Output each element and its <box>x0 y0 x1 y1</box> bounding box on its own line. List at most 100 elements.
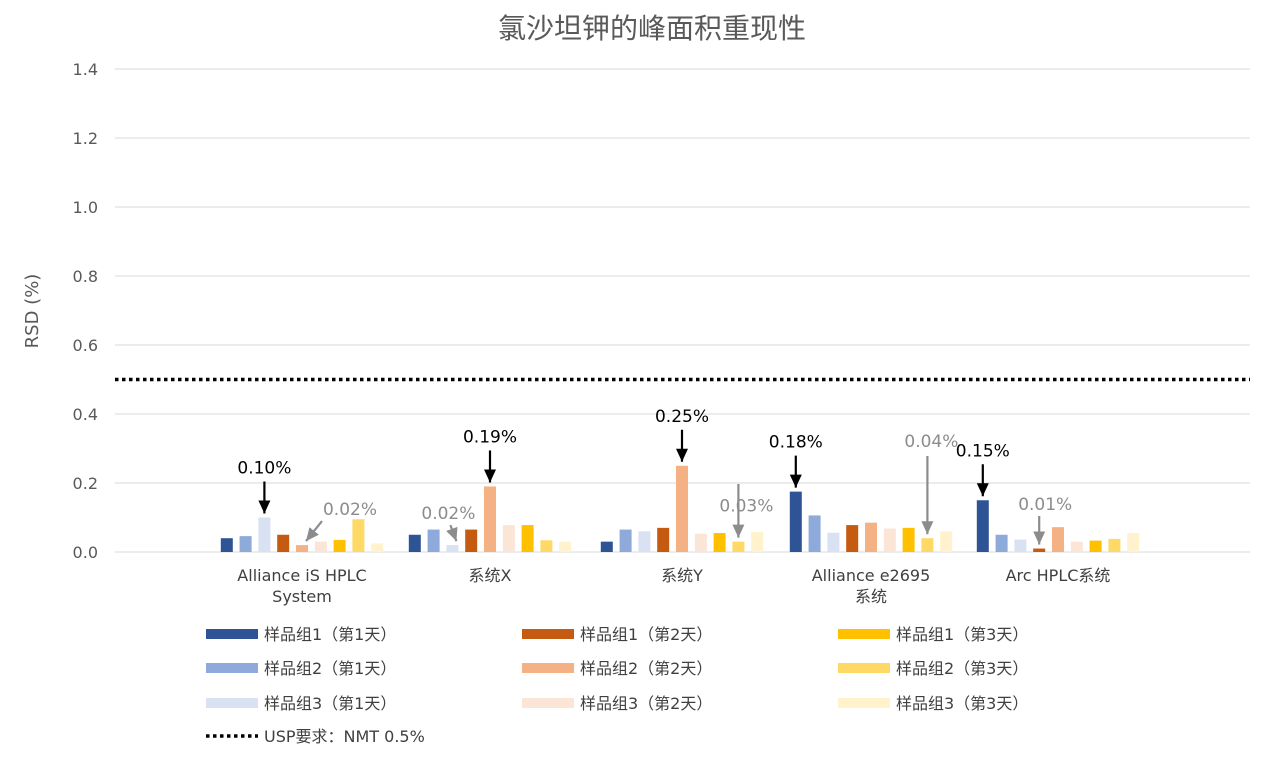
bar-8-2 <box>540 540 553 552</box>
annotation-arrow-head <box>484 469 496 483</box>
bar-2-4 <box>808 515 821 552</box>
legend-swatch <box>206 629 258 639</box>
y-tick-label: 1.0 <box>73 198 98 217</box>
y-tick-label: 0.0 <box>73 543 98 562</box>
bar-5-3 <box>676 465 688 552</box>
bar-2-3 <box>619 529 632 552</box>
y-tick-label: 0.2 <box>73 474 98 493</box>
legend-label: 样品组3（第2天） <box>580 694 712 713</box>
legend-label: 样品组1（第1天） <box>264 625 396 644</box>
annotation-arrow-head <box>921 521 934 535</box>
legend-swatch <box>522 698 574 708</box>
bar-5-1 <box>296 545 308 552</box>
bar-5-4 <box>865 522 877 552</box>
bar-9-4 <box>940 531 953 552</box>
legend-label: 样品组2（第3天） <box>896 659 1028 678</box>
annotation-label: 0.03% <box>719 497 773 517</box>
y-tick-labels: 0.0 0.2 0.4 0.6 0.8 1.0 1.2 1.4 <box>73 60 98 562</box>
x-tick-label: Alliance iS HPLC <box>237 566 366 585</box>
annotation-arrow-head <box>306 527 319 542</box>
bar-7-3 <box>713 533 726 552</box>
legend-swatch <box>206 663 258 673</box>
legend-swatch <box>206 698 258 708</box>
annotation-arrow-head <box>676 448 688 462</box>
y-tick-label: 0.8 <box>73 267 98 286</box>
bar-3-2 <box>446 545 459 552</box>
bar-2-2 <box>427 529 440 552</box>
bar-6-1 <box>314 541 327 552</box>
bar-6-4 <box>883 528 896 552</box>
annotation-label: 0.19% <box>463 427 517 447</box>
bar-6-2 <box>502 525 515 552</box>
annotation-label: 0.15% <box>956 441 1010 461</box>
x-tick-labels: Alliance iS HPLC System 系统X 系统Y Alliance e26… <box>237 566 1110 606</box>
bar-2-1 <box>239 536 252 552</box>
x-tick-label: 系统Y <box>661 566 703 585</box>
bar-4-2 <box>465 529 478 552</box>
annotation-arrow-head <box>258 500 271 514</box>
annotation-arrow-head <box>1033 531 1046 545</box>
bar-8-5 <box>1108 538 1121 552</box>
bar-8-1 <box>352 519 365 552</box>
bar-8-3 <box>732 541 745 552</box>
annotation-label: 0.10% <box>237 459 291 479</box>
y-tick-label: 1.4 <box>73 60 98 79</box>
bars <box>220 465 1140 552</box>
bar-7-1 <box>333 539 346 552</box>
bar-7-4 <box>902 527 915 552</box>
chart-title: 氯沙坦钾的峰面积重现性 <box>498 12 806 45</box>
legend-swatch <box>838 698 890 708</box>
bar-5-5 <box>1052 527 1064 552</box>
y-tick-label: 0.4 <box>73 405 98 424</box>
x-tick-label: System <box>272 587 332 606</box>
annotation-label: 0.02% <box>323 500 377 520</box>
legend-swatch <box>522 663 574 673</box>
annotation-arrow-head <box>446 526 458 542</box>
bar-3-3 <box>638 531 651 552</box>
legend-label: 样品组2（第1天） <box>264 659 396 678</box>
legend-label: 样品组3（第1天） <box>264 694 396 713</box>
bar-4-4 <box>846 525 859 552</box>
legend-swatch <box>838 663 890 673</box>
bar-9-3 <box>751 531 764 552</box>
legend-label: 样品组2（第2天） <box>580 659 712 678</box>
bar-7-2 <box>521 525 534 552</box>
annotation-label: 0.01% <box>1018 495 1072 515</box>
x-tick-label: 系统X <box>469 566 512 585</box>
annotation-label: 0.02% <box>421 504 475 524</box>
bar-1-4 <box>789 491 802 552</box>
bar-1-2 <box>408 534 421 552</box>
bar-3-5 <box>1014 539 1027 552</box>
x-tick-label: Alliance e2695 <box>812 566 931 585</box>
bar-1-1 <box>220 538 233 552</box>
annotations: 0.10% 0.02% 0.02% 0.19% 0.25% 0.03% 0.18% 0.04%… <box>237 407 1072 545</box>
bar-9-2 <box>559 541 572 552</box>
annotation-arrow-head <box>732 524 745 538</box>
y-tick-label: 0.6 <box>73 336 98 355</box>
annotation-label: 0.25% <box>655 407 709 427</box>
y-axis-label: RSD (%) <box>22 274 43 349</box>
bar-4-3 <box>657 527 670 552</box>
legend-label: 样品组1（第2天） <box>580 625 712 644</box>
annotation-arrow-head <box>976 483 989 497</box>
bar-6-5 <box>1070 541 1083 552</box>
annotation-label: 0.18% <box>769 433 823 453</box>
y-tick-label: 1.2 <box>73 129 98 148</box>
bar-3-1 <box>258 517 271 552</box>
legend-label: 样品组1（第3天） <box>896 625 1028 644</box>
bar-3-4 <box>827 532 840 552</box>
bar-4-1 <box>277 534 290 552</box>
x-tick-label: Arc HPLC系统 <box>1006 566 1111 585</box>
bar-9-5 <box>1127 533 1140 552</box>
x-tick-label: 系统 <box>855 587 887 606</box>
annotation-arrow-head <box>789 474 802 488</box>
legend-swatch <box>522 629 574 639</box>
annotation-label: 0.04% <box>904 432 958 452</box>
bar-9-1 <box>371 543 384 552</box>
bar-5-2 <box>484 486 496 552</box>
legend-label: 样品组3（第3天） <box>896 694 1028 713</box>
bar-8-4 <box>921 538 934 552</box>
bar-1-5 <box>976 500 989 552</box>
legend: 样品组1（第1天） 样品组2（第1天） 样品组3（第1天） 样品组1（第2天） 样品组2… <box>206 625 1028 746</box>
